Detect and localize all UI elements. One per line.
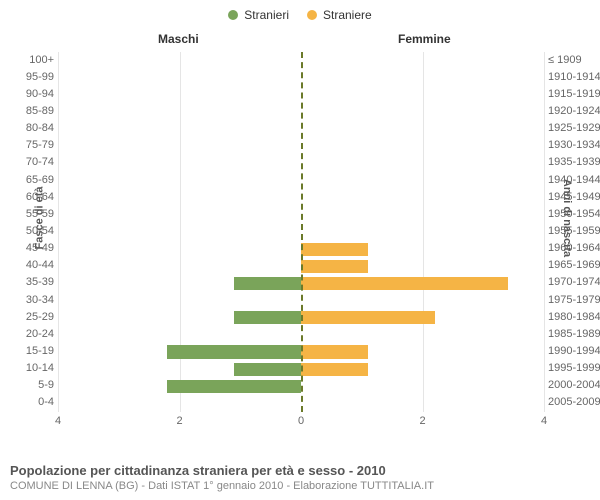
birth-label: 1925-1929 xyxy=(548,122,600,134)
birth-label: 1970-1974 xyxy=(548,276,600,288)
age-label: 5-9 xyxy=(4,379,54,391)
birth-label: 1935-1939 xyxy=(548,156,600,168)
legend-male: Stranieri xyxy=(228,8,289,22)
birth-label: 1965-1969 xyxy=(548,259,600,271)
footer: Popolazione per cittadinanza straniera p… xyxy=(10,463,434,492)
bar-female xyxy=(301,277,508,290)
bar-male xyxy=(234,277,301,290)
legend: Stranieri Straniere xyxy=(0,0,600,22)
header-males: Maschi xyxy=(158,32,199,46)
chart: Maschi Femmine Fasce di età Anni di nasc… xyxy=(58,32,544,432)
birth-label: 1930-1934 xyxy=(548,139,600,151)
bar-male xyxy=(167,380,301,393)
right-panel xyxy=(301,52,544,412)
bar-female xyxy=(301,363,368,376)
birth-label: 1990-1994 xyxy=(548,345,600,357)
bar-female xyxy=(301,260,368,273)
age-label: 95-99 xyxy=(4,71,54,83)
legend-male-swatch xyxy=(228,10,238,20)
age-label: 100+ xyxy=(4,54,54,66)
birth-label: 1980-1984 xyxy=(548,311,600,323)
age-label: 35-39 xyxy=(4,276,54,288)
center-divider xyxy=(301,52,303,412)
header-females: Femmine xyxy=(398,32,451,46)
bar-female xyxy=(301,345,368,358)
birth-label: 1960-1964 xyxy=(548,242,600,254)
bar-female xyxy=(301,311,435,324)
age-label: 85-89 xyxy=(4,105,54,117)
footer-title: Popolazione per cittadinanza straniera p… xyxy=(10,463,434,478)
footer-sub: COMUNE DI LENNA (BG) - Dati ISTAT 1° gen… xyxy=(10,480,434,492)
age-label: 45-49 xyxy=(4,242,54,254)
age-label: 75-79 xyxy=(4,139,54,151)
x-tick-label: 2 xyxy=(419,415,425,427)
age-label: 20-24 xyxy=(4,328,54,340)
bar-male xyxy=(234,311,301,324)
age-label: 10-14 xyxy=(4,362,54,374)
age-label: 90-94 xyxy=(4,88,54,100)
bar-male xyxy=(234,363,301,376)
age-label: 50-54 xyxy=(4,225,54,237)
age-label: 70-74 xyxy=(4,156,54,168)
age-label: 30-34 xyxy=(4,294,54,306)
birth-label: 1950-1954 xyxy=(548,208,600,220)
bar-male xyxy=(167,345,301,358)
birth-label: 1995-1999 xyxy=(548,362,600,374)
birth-label: 1975-1979 xyxy=(548,294,600,306)
age-label: 0-4 xyxy=(4,396,54,408)
birth-label: 2000-2004 xyxy=(548,379,600,391)
bar-female xyxy=(301,243,368,256)
birth-label: ≤ 1909 xyxy=(548,54,600,66)
birth-label: 1940-1944 xyxy=(548,174,600,186)
age-label: 25-29 xyxy=(4,311,54,323)
legend-female: Straniere xyxy=(307,8,372,22)
age-label: 60-64 xyxy=(4,191,54,203)
age-label: 65-69 xyxy=(4,174,54,186)
legend-female-swatch xyxy=(307,10,317,20)
birth-label: 2005-2009 xyxy=(548,396,600,408)
x-tick-label: 2 xyxy=(176,415,182,427)
birth-label: 1915-1919 xyxy=(548,88,600,100)
birth-label: 1955-1959 xyxy=(548,225,600,237)
birth-label: 1945-1949 xyxy=(548,191,600,203)
left-panel xyxy=(58,52,301,412)
birth-label: 1910-1914 xyxy=(548,71,600,83)
age-label: 40-44 xyxy=(4,259,54,271)
legend-female-label: Straniere xyxy=(323,8,372,22)
plot-area: 02244 xyxy=(58,52,544,412)
age-label: 80-84 xyxy=(4,122,54,134)
age-label: 15-19 xyxy=(4,345,54,357)
x-tick-label: 0 xyxy=(298,415,304,427)
x-tick-label: 4 xyxy=(55,415,61,427)
legend-male-label: Stranieri xyxy=(244,8,289,22)
age-label: 55-59 xyxy=(4,208,54,220)
birth-label: 1920-1924 xyxy=(548,105,600,117)
x-tick-label: 4 xyxy=(541,415,547,427)
birth-label: 1985-1989 xyxy=(548,328,600,340)
